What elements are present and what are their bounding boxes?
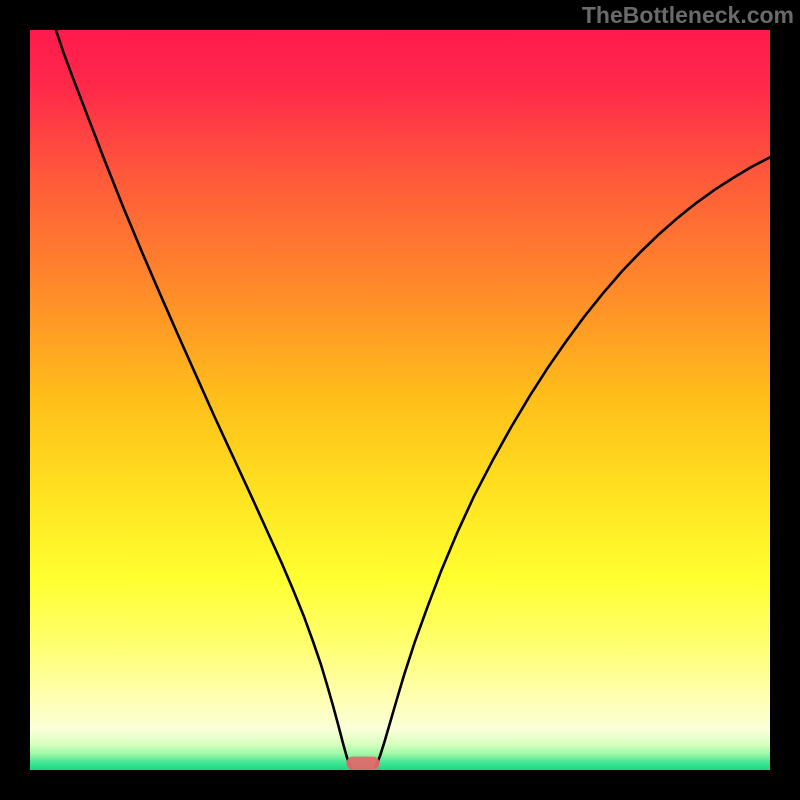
optimal-marker [346,757,379,770]
watermark-label: TheBottleneck.com [582,0,800,29]
plot-background [30,30,770,770]
chart-frame: TheBottleneck.com [0,0,800,800]
bottleneck-chart [0,0,800,800]
